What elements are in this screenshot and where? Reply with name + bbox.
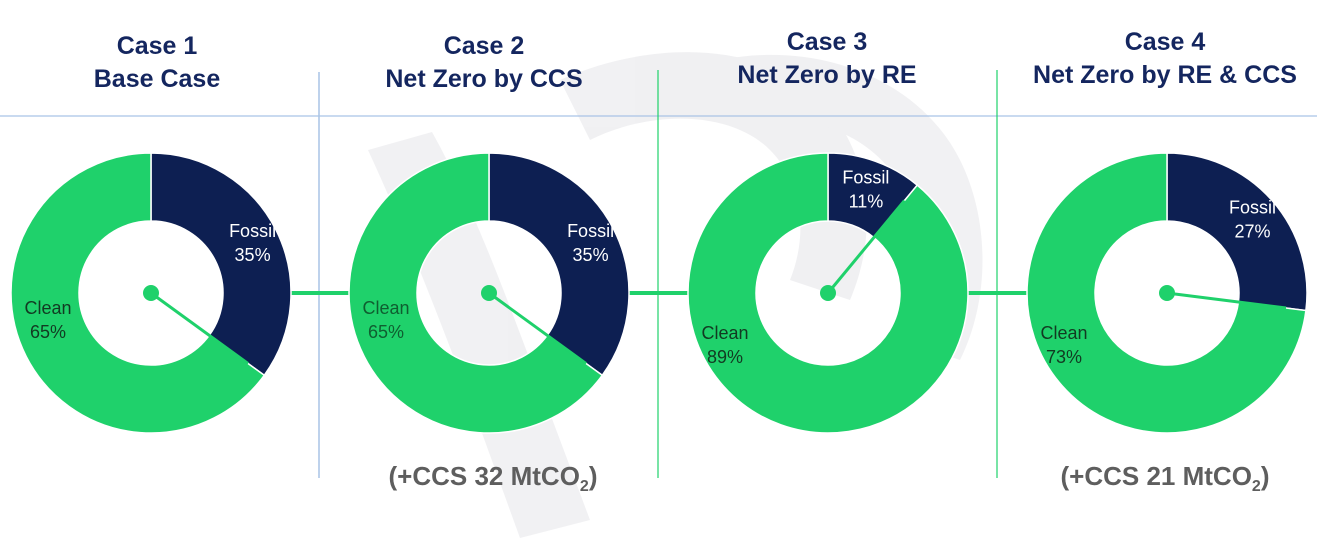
case-2-heading: Case 2 [443,32,525,60]
pointer-line-case-4 [1166,291,1287,310]
slice-fossil-case-1 [150,152,292,377]
slice-label-fossil-case-3: Fossil [842,168,889,188]
slice-label-clean-case-1: Clean [24,298,71,318]
slice-label-clean-case-4: Clean [1040,323,1087,343]
slice-value-clean-case-4: 73% [1046,347,1082,367]
slice-fossil-case-4 [1166,152,1308,312]
case-2-note-subscript: 2 [579,478,589,496]
center-dot-case-1 [143,285,159,301]
slice-value-fossil-case-3: 11% [849,192,884,212]
case-2-ccs-note: (+CCS 32 MtCO2) [343,461,643,496]
case-3-heading: Case 3 [786,28,868,56]
case-3-subheading: Net Zero by RE [737,61,917,89]
case-2-subheading: Net Zero by CCS [385,65,583,93]
case-1-heading: Case 1 [116,32,198,60]
case-3-title: Case 3 Net Zero by RE [667,26,987,92]
case-1-title: Case 1 Base Case [0,30,317,96]
slice-value-clean-case-3: 89% [707,347,743,367]
pointer-line-case-1 [150,291,249,365]
case-4-ccs-note: (+CCS 21 MtCO2) [1015,461,1315,496]
slice-clean-case-1 [10,152,266,434]
slice-fossil-case-2 [488,152,630,377]
pointer-line-case-2 [488,291,587,365]
slice-label-fossil-case-4: Fossil [1229,198,1276,218]
case-4-subheading: Net Zero by RE & CCS [1033,61,1297,89]
center-dot-case-2 [481,285,497,301]
case-4-note-subscript: 2 [1251,478,1261,496]
case-1-subheading: Base Case [93,65,221,93]
slice-clean-case-3 [687,152,969,434]
slice-value-fossil-case-2: 35% [573,245,609,265]
donut-case-2: Fossil 35% Clean 65% [348,152,630,434]
donut-case-1: Fossil 35% Clean 65% [10,152,292,434]
case-4-note-text: (+CCS 21 MtCO [1060,461,1252,491]
case-2-title: Case 2 Net Zero by CCS [324,30,644,96]
slice-clean-case-2 [348,152,604,434]
slice-label-fossil-case-2: Fossil [567,221,614,241]
donut-case-4: Fossil 27% Clean 73% [1026,152,1308,434]
slice-label-clean-case-3: Clean [701,323,748,343]
case-4-note-close: ) [1260,461,1270,491]
pointer-line-case-3 [826,199,906,294]
case-2-note-text: (+CCS 32 MtCO [388,461,580,491]
slice-value-clean-case-1: 65% [30,322,66,342]
slice-label-clean-case-2: Clean [362,298,409,318]
donut-case-3: Fossil 11% Clean 89% [687,152,969,434]
center-dot-case-4 [1159,285,1175,301]
center-dot-case-3 [820,285,836,301]
case-2-note-close: ) [588,461,598,491]
case-4-heading: Case 4 [1124,28,1206,56]
slice-value-fossil-case-1: 35% [235,245,271,265]
slice-clean-case-4 [1026,152,1307,434]
slice-label-fossil-case-1: Fossil [229,221,276,241]
case-4-title: Case 4 Net Zero by RE & CCS [1005,26,1317,92]
slice-value-fossil-case-4: 27% [1234,222,1270,242]
slice-value-clean-case-2: 65% [368,322,404,342]
